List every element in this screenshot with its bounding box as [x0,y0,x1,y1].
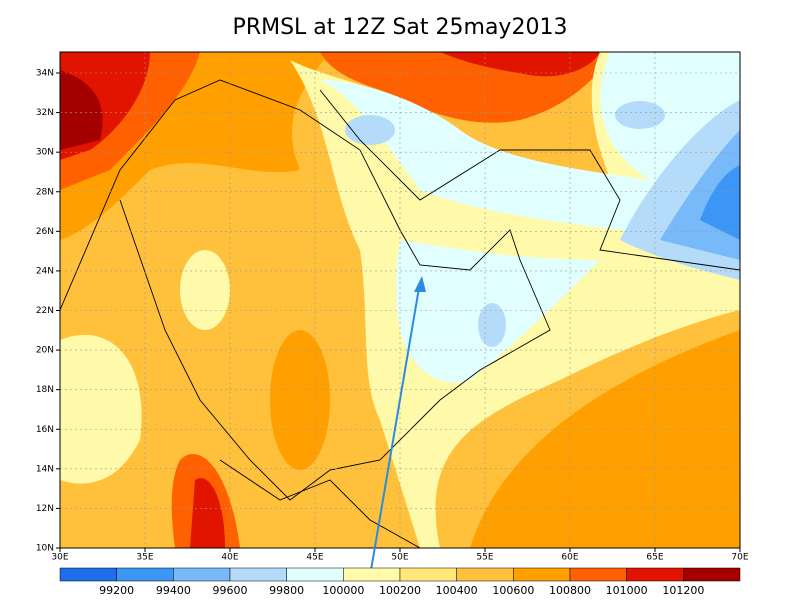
title: PRMSL at 12Z Sat 25may2013 [233,15,568,40]
colorbar-label: 100800 [549,584,591,597]
lat-label: 28N [36,187,54,197]
colorbar: 99200 99400 99600 99800 100000 100200 100400 10… [59,567,741,597]
lat-label: 34N [36,69,54,79]
lon-label: 35E [136,553,153,563]
graticule: 10N 12N 14N 16N 18N 20N 22N 24N 26N 28N 30N 32N 34N 3… [36,52,749,563]
lat-label: 18N [36,385,54,395]
lon-label: 60E [561,553,578,563]
colorbar-label: 100200 [379,584,421,597]
colorbar-label: 99400 [156,584,191,597]
lon-label: 55E [476,553,493,563]
lon-label: 50E [391,553,408,563]
colorbar-swatch [116,567,174,582]
colorbar-swatch [59,567,117,582]
colorbar-label: 99800 [269,584,304,597]
lat-label: 30N [36,148,54,158]
lat-label: 24N [36,266,54,276]
lon-label: 65E [646,553,663,563]
colorbar-label: 99200 [99,584,134,597]
colorbar-swatch [173,567,231,582]
lon-label: 40E [221,553,238,563]
colorbar-label: 100000 [322,584,364,597]
lat-label: 12N [36,504,54,514]
arrow-head [414,276,426,292]
lat-label: 32N [36,108,54,118]
annotation-arrow [369,281,421,577]
colorbar-swatch [456,567,514,582]
lat-label: 20N [36,346,54,356]
lat-label: 10N [36,544,54,554]
colorbar-label: 101200 [662,584,704,597]
colorbar-swatch [286,567,344,582]
colorbar-swatch [513,567,571,582]
colorbar-label: 99600 [213,584,248,597]
lon-label: 30E [51,553,68,563]
colorbar-swatch [626,567,684,582]
colorbar-label: 101000 [606,584,648,597]
colorbar-swatch [343,567,401,582]
colorbar-label: 100400 [436,584,478,597]
lat-label: 14N [36,464,54,474]
lat-label: 22N [36,306,54,316]
pressure-field [60,52,740,548]
colorbar-swatch [569,567,627,582]
lon-label: 70E [731,553,748,563]
colorbar-label: 100600 [492,584,534,597]
lat-label: 16N [36,425,54,435]
colorbar-swatch [683,567,741,582]
map-frame [59,51,741,549]
colorbar-swatch [229,567,287,582]
lon-label: 45E [306,553,323,563]
colorbar-swatch [399,567,457,582]
lat-label: 26N [36,227,54,237]
